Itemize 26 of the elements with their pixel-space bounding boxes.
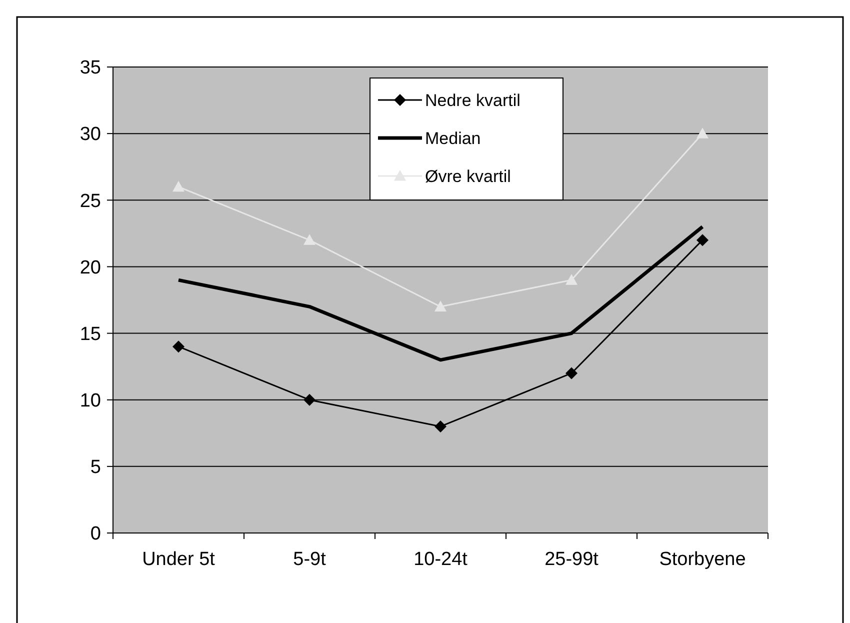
y-tick-label: 10	[80, 390, 101, 412]
y-tick-label: 20	[80, 257, 101, 278]
y-tick-label: 25	[80, 190, 101, 212]
y-tick-label: 15	[80, 324, 101, 345]
point	[304, 394, 316, 406]
point	[566, 367, 578, 380]
x-tick-label: 25-99t	[544, 549, 600, 570]
point	[696, 128, 708, 138]
x-tick-label: 10-24t	[414, 549, 468, 570]
point	[172, 340, 184, 353]
point	[434, 300, 446, 312]
y-tick-label: 35	[80, 58, 101, 79]
legend-label: Øvre kvartil	[425, 166, 511, 186]
y-tick-label: 30	[80, 124, 101, 146]
point	[172, 180, 184, 192]
point	[696, 234, 708, 246]
y-tick-label: 5	[90, 457, 101, 478]
point	[434, 420, 446, 432]
x-tick-label: 5-9t	[293, 549, 327, 570]
x-tick-label: Storbyene	[659, 549, 746, 570]
point	[566, 274, 578, 285]
legend-label: Nedre kvartil	[425, 90, 520, 110]
x-tick-label: Under 5t	[142, 549, 216, 570]
legend-label: Median	[425, 128, 481, 148]
point	[304, 234, 316, 245]
y-tick-label: 0	[90, 524, 101, 545]
